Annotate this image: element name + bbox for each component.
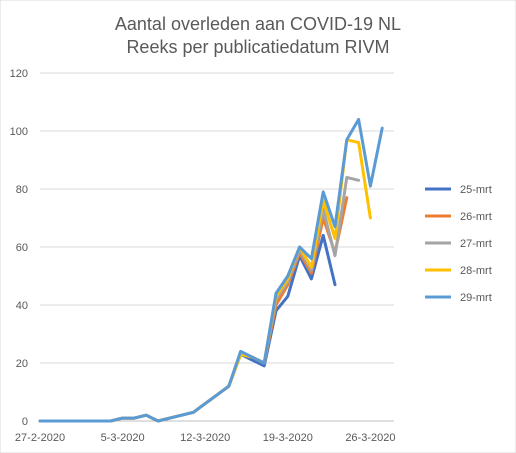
y-tick-label: 60 <box>16 242 28 254</box>
y-axis-ticks: 0 20 40 60 80 100 120 <box>10 68 28 428</box>
y-tick-label: 80 <box>16 184 28 196</box>
series-line-29-mrt <box>38 117 384 423</box>
gridlines <box>40 72 394 422</box>
x-axis-ticks: 27-2-2020 5-3-2020 12-3-2020 19-3-2020 26-3-… <box>15 432 396 444</box>
y-tick-label: 100 <box>10 126 28 138</box>
x-tick-label: 26-3-2020 <box>345 432 395 444</box>
plot-series <box>38 117 384 423</box>
chart-title-line-1: Aantal overleden aan COVID-19 NL <box>115 14 401 34</box>
x-tick-label: 5-3-2020 <box>101 432 145 444</box>
y-tick-label: 20 <box>16 358 28 370</box>
y-tick-label: 120 <box>10 68 28 80</box>
legend-label: 26-mrt <box>460 211 492 223</box>
x-tick-label: 12-3-2020 <box>180 432 230 444</box>
y-tick-label: 40 <box>16 300 28 312</box>
chart-title-line-2: Reeks per publicatiedatum RIVM <box>126 37 389 57</box>
legend-label: 25-mrt <box>460 184 492 196</box>
legend-label: 29-mrt <box>460 292 492 304</box>
legend-label: 27-mrt <box>460 238 492 250</box>
legend-label: 28-mrt <box>460 265 492 277</box>
legend: 25-mrt 26-mrt 27-mrt 28-mrt 29-mrt <box>425 184 492 304</box>
x-tick-label: 27-2-2020 <box>15 432 65 444</box>
y-tick-label: 0 <box>22 416 28 428</box>
x-tick-label: 19-3-2020 <box>263 432 313 444</box>
